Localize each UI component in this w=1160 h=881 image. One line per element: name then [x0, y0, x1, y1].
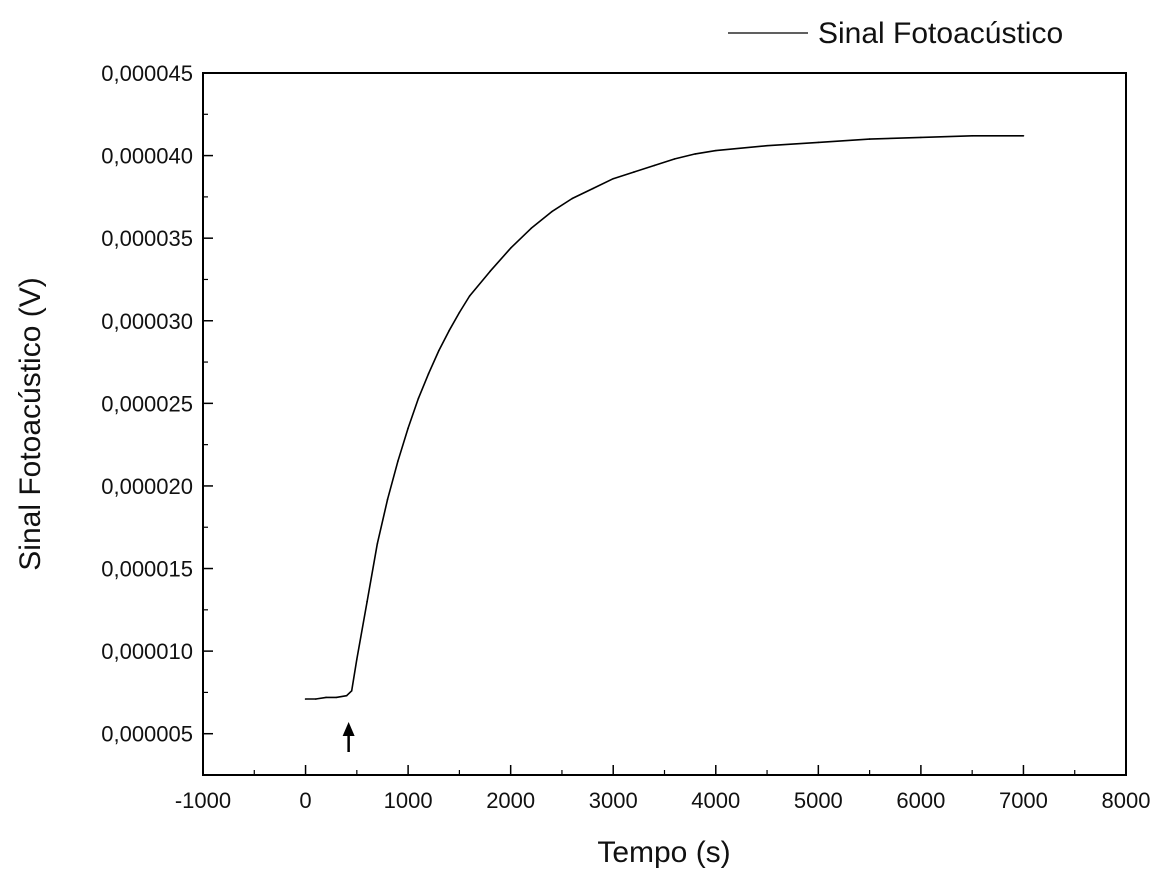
- data-point: [366, 601, 368, 603]
- data-point: [438, 350, 440, 352]
- data-point: [694, 153, 696, 155]
- x-tick-label: 0: [299, 788, 311, 813]
- data-point: [489, 270, 491, 272]
- y-axis-title: Sinal Fotoacústico (V): [14, 277, 47, 570]
- series-line: [306, 136, 1024, 699]
- data-point: [448, 330, 450, 332]
- y-tick-label: 0,000005: [101, 722, 193, 747]
- x-tick-label: 3000: [589, 788, 638, 813]
- data-point: [530, 227, 532, 229]
- y-tick-label: 0,000045: [101, 61, 193, 86]
- x-tick-label: 7000: [999, 788, 1048, 813]
- y-tick-label: 0,000030: [101, 309, 193, 334]
- data-point: [510, 247, 512, 249]
- x-tick-label: -1000: [175, 788, 231, 813]
- data-point: [377, 543, 379, 545]
- data-point: [346, 695, 348, 697]
- data-point: [766, 145, 768, 147]
- data-point: [469, 295, 471, 297]
- x-tick-label: 4000: [691, 788, 740, 813]
- data-point: [612, 178, 614, 180]
- data-point: [818, 142, 820, 144]
- x-tick-label: 2000: [486, 788, 535, 813]
- series-layer: [305, 135, 1024, 700]
- y-tick-label: 0,000020: [101, 474, 193, 499]
- data-point: [869, 138, 871, 140]
- data-point: [459, 312, 461, 314]
- data-point: [674, 158, 676, 160]
- plot-frame: [203, 73, 1126, 775]
- y-tick-label: 0,000025: [101, 391, 193, 416]
- legend: Sinal Fotoacústico: [728, 17, 1063, 50]
- data-point: [920, 137, 922, 139]
- y-tick-label: 0,000035: [101, 226, 193, 251]
- x-axis-title: Tempo (s): [597, 836, 730, 869]
- data-point: [387, 498, 389, 500]
- x-axis-ticks: -1000 0 1000 2000 3000 4000 5000 6000 7000 8000: [175, 765, 1151, 813]
- data-point: [1023, 135, 1025, 137]
- data-point: [571, 198, 573, 200]
- data-point: [315, 698, 317, 700]
- data-point: [356, 659, 358, 661]
- data-point: [653, 165, 655, 167]
- legend-label: Sinal Fotoacústico: [818, 17, 1063, 50]
- data-point: [397, 460, 399, 462]
- x-tick-label: 6000: [896, 788, 945, 813]
- data-point: [715, 150, 717, 152]
- data-point: [428, 373, 430, 375]
- y-tick-label: 0,000040: [101, 144, 193, 169]
- x-tick-label: 8000: [1102, 788, 1151, 813]
- data-point: [351, 690, 353, 692]
- y-axis-ticks: 0,000005 0,000010 0,000015 0,000020 0,000025…: [101, 61, 213, 775]
- data-point: [592, 188, 594, 190]
- data-point: [407, 427, 409, 429]
- data-point: [633, 171, 635, 173]
- data-point: [971, 135, 973, 137]
- y-tick-label: 0,000015: [101, 557, 193, 582]
- x-tick-label: 5000: [794, 788, 843, 813]
- data-point: [551, 211, 553, 213]
- data-point: [336, 697, 338, 699]
- x-tick-label: 1000: [384, 788, 433, 813]
- data-point: [418, 398, 420, 400]
- data-point: [305, 698, 307, 700]
- data-point: [325, 697, 327, 699]
- onset-arrow: [343, 722, 355, 752]
- annotation-layer: [343, 722, 355, 752]
- y-tick-label: 0,000010: [101, 639, 193, 664]
